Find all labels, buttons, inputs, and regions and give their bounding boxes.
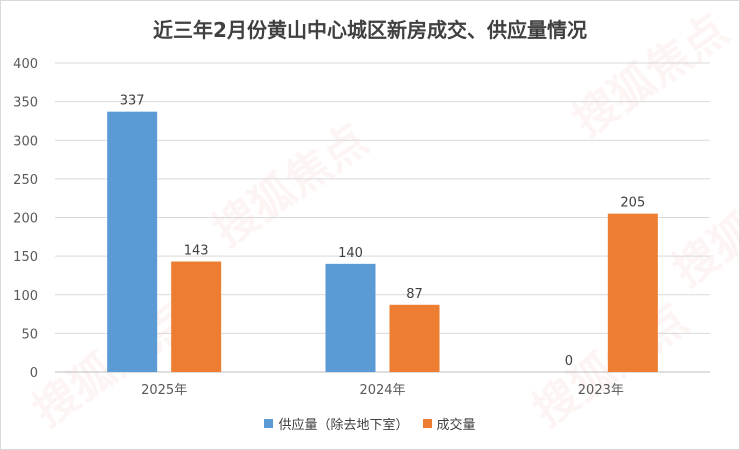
bar-supply — [325, 263, 376, 372]
legend-label-supply: 供应量（除去地下室） — [278, 418, 409, 433]
legend-item-deals[interactable]: 成交量 — [422, 414, 476, 433]
y-tick-label: 200 — [13, 212, 38, 227]
y-tick-label: 300 — [13, 134, 38, 149]
data-label-supply: 140 — [338, 246, 363, 261]
y-tick-label: 100 — [13, 289, 38, 304]
x-tick-label: 2024年 — [359, 383, 405, 398]
data-label-supply: 0 — [565, 354, 573, 369]
y-tick-label: 400 — [13, 57, 38, 72]
y-tick-label: 150 — [13, 250, 38, 265]
y-tick-label: 50 — [21, 327, 38, 342]
legend: 供应量（除去地下室） 成交量 — [0, 414, 740, 433]
y-tick-label: 350 — [13, 96, 38, 111]
y-tick-label: 0 — [30, 366, 38, 381]
chart-title: 近三年2月份黄山中心城区新房成交、供应量情况 — [153, 18, 587, 42]
data-label-deals: 205 — [620, 196, 645, 211]
bar-deals — [171, 261, 222, 372]
data-label-supply: 337 — [120, 94, 145, 109]
data-label-deals: 87 — [406, 287, 423, 302]
data-label-deals: 143 — [184, 244, 209, 259]
x-tick-label: 2023年 — [578, 383, 624, 398]
bar-deals — [389, 304, 440, 372]
y-tick-label: 250 — [13, 173, 38, 188]
bar-supply — [107, 111, 158, 372]
bar-deals — [607, 213, 658, 372]
legend-swatch-deals — [422, 419, 432, 428]
legend-swatch-supply — [264, 419, 274, 428]
legend-label-deals: 成交量 — [436, 418, 476, 433]
legend-item-supply[interactable]: 供应量（除去地下室） — [264, 414, 409, 433]
x-tick-label: 2025年 — [141, 383, 187, 398]
